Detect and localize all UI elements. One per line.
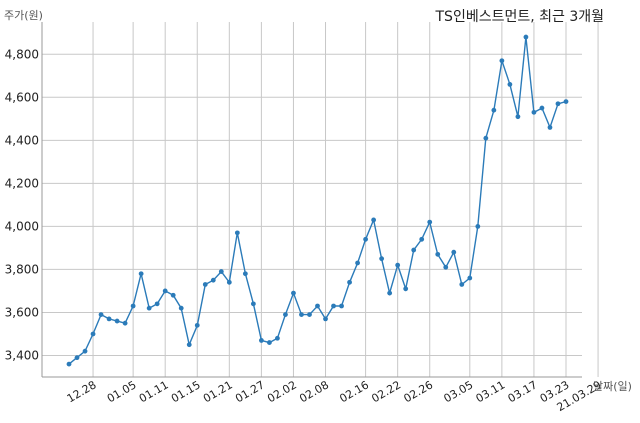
x-tick-label: 03.11	[474, 378, 508, 405]
x-tick-label: 01.15	[169, 378, 203, 405]
data-point	[82, 348, 88, 354]
data-point	[339, 303, 344, 309]
data-point	[258, 338, 264, 343]
y-tick-label: 3,800	[5, 262, 39, 276]
data-point	[451, 249, 457, 255]
y-tick-label: 4,800	[5, 47, 39, 61]
data-point	[122, 320, 128, 326]
data-point	[291, 290, 296, 296]
data-point	[491, 107, 497, 113]
data-point	[315, 303, 320, 309]
axes	[41, 22, 582, 378]
y-tick-label: 4,600	[5, 90, 39, 104]
data-point	[515, 114, 521, 120]
data-point	[138, 271, 144, 277]
x-tick-label: 02.22	[369, 378, 403, 405]
data-point	[242, 271, 248, 277]
data-point	[331, 303, 336, 309]
y-tick-labels: 3,400 3,600 3,800 4,000 4,200 4,400 4,600 4,800	[5, 47, 39, 362]
chart-title: TS인베스트먼트, 최근 3개월	[435, 9, 605, 25]
y-tick-label: 3,600	[5, 305, 39, 319]
data-point	[170, 292, 176, 298]
data-point	[154, 301, 160, 307]
data-point	[427, 219, 433, 225]
x-tick-label: 02.08	[297, 378, 331, 405]
x-tick-label: 01.05	[105, 378, 139, 405]
data-point	[178, 305, 184, 311]
data-point	[411, 247, 417, 253]
data-point	[90, 331, 96, 337]
data-point	[74, 355, 80, 361]
data-point	[435, 251, 441, 257]
data-point	[555, 101, 561, 107]
data-point	[186, 342, 192, 348]
data-point	[299, 312, 304, 318]
data-point	[467, 275, 473, 281]
data-point	[523, 34, 529, 40]
data-point	[563, 99, 569, 105]
data-point	[475, 223, 481, 229]
data-point	[234, 230, 240, 236]
y-tick-label: 4,400	[5, 133, 39, 147]
x-tick-label: 02.26	[401, 378, 435, 405]
x-tick-label: 02.02	[265, 378, 299, 405]
y-tick-label: 4,000	[5, 219, 39, 233]
data-point	[146, 305, 152, 311]
y-axis-label: 주가(원)	[4, 9, 43, 22]
data-point	[66, 361, 72, 367]
x-tick-labels: 12.28 01.0501.1101.1501.2101.2702.0202.08…	[65, 378, 604, 414]
x-tick-label: 01.27	[233, 378, 267, 405]
grid	[42, 22, 599, 377]
x-tick-label: 02.16	[337, 378, 371, 405]
data-point	[371, 217, 377, 223]
data-point	[218, 269, 224, 274]
data-point	[379, 256, 385, 262]
data-point	[387, 290, 393, 296]
data-point	[355, 260, 360, 266]
data-point	[250, 301, 256, 307]
data-point	[98, 312, 104, 318]
data-point	[226, 279, 232, 285]
x-tick-label: 03.05	[442, 378, 476, 405]
data-point	[275, 335, 280, 341]
data-point	[323, 316, 328, 322]
data-point	[443, 264, 449, 270]
data-point	[459, 282, 465, 287]
data-point	[539, 105, 545, 111]
x-tick-label: 01.11	[137, 378, 171, 405]
data-point	[267, 340, 272, 345]
data-point	[507, 81, 513, 87]
data-point	[547, 125, 553, 130]
x-tick-label: 01.21	[201, 378, 235, 405]
y-tick-label: 3,400	[5, 348, 39, 362]
data-point	[531, 109, 537, 115]
data-point	[363, 236, 368, 242]
data-point	[395, 262, 401, 268]
data-point	[419, 236, 425, 242]
data-point	[130, 303, 136, 309]
data-series	[66, 34, 569, 367]
data-point	[283, 312, 288, 318]
data-point	[114, 318, 120, 324]
data-point	[499, 58, 505, 64]
x-axis-label: 날짜(일)	[593, 380, 632, 393]
data-point	[162, 288, 168, 294]
data-point	[210, 277, 216, 283]
data-point	[347, 279, 352, 285]
x-tick-label: 12.28	[65, 378, 99, 405]
x-tick-label: 03.17	[506, 378, 540, 405]
data-point	[194, 322, 200, 328]
y-tick-label: 4,200	[5, 176, 39, 190]
data-point	[403, 286, 409, 292]
data-point	[106, 316, 112, 322]
data-point	[483, 135, 489, 141]
data-point	[202, 282, 208, 287]
series-line	[68, 37, 567, 365]
data-point	[307, 312, 312, 318]
